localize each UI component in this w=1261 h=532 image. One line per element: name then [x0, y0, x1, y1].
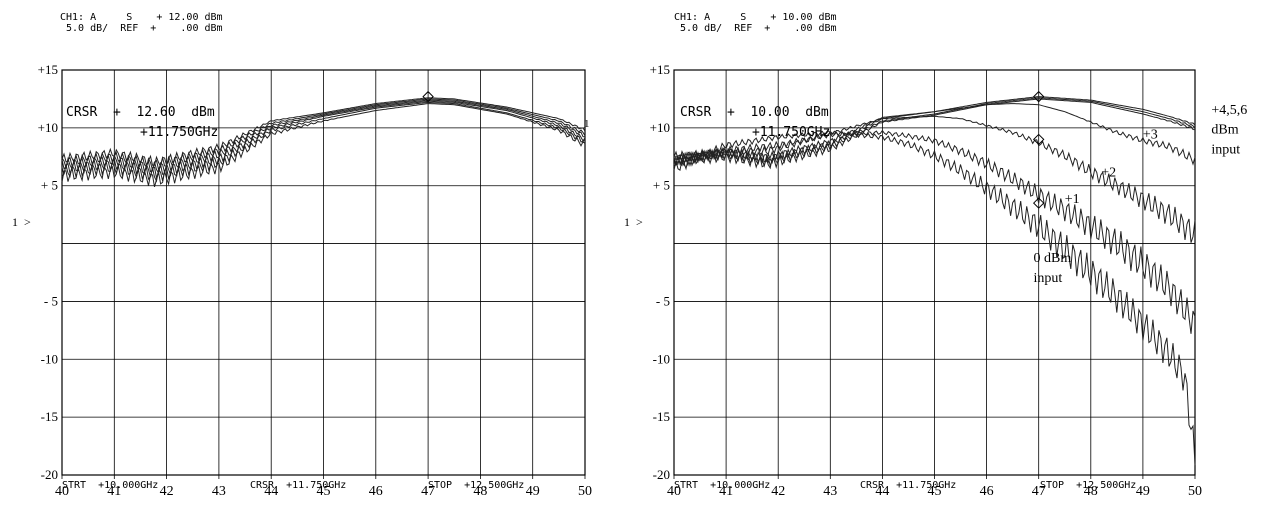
- y-tick-label: + 5: [41, 178, 58, 193]
- trace-annotation: +4,5,6: [1211, 103, 1247, 118]
- trace-annotation: 0 dBm: [1033, 251, 1071, 266]
- x-tick-label: 49: [1136, 484, 1150, 499]
- trace-end-marker: 1: [584, 118, 590, 130]
- footer-cursor-frequency: CRSR +11.750GHz: [860, 480, 956, 491]
- x-tick-label: 50: [578, 484, 592, 499]
- cursor-readout-value: CRSR + 12.60 dBm: [66, 105, 215, 120]
- cursor-readout-frequency: +11.750GHz: [752, 125, 830, 140]
- reference-marker: 1 >: [624, 215, 643, 229]
- trace-line: [673, 129, 1196, 466]
- header-line-2: 5.0 dB/ REF + .00 dBm: [674, 23, 837, 34]
- trace-line: [673, 98, 1196, 170]
- x-tick-label: 41: [107, 484, 121, 499]
- footer-start-frequency: STRT +10.000GHz: [674, 480, 770, 491]
- x-tick-label: 49: [526, 484, 540, 499]
- footer-cursor-frequency: CRSR +11.750GHz: [250, 480, 346, 491]
- cursor-marker: [422, 90, 434, 103]
- x-tick-label: 43: [212, 484, 226, 499]
- x-tick-label: 42: [160, 484, 174, 499]
- trace-line: [61, 100, 586, 180]
- y-tick-label: -10: [41, 351, 58, 366]
- x-tick-label: 47: [421, 484, 435, 499]
- y-tick-label: +15: [38, 62, 58, 77]
- trace-line: [61, 101, 586, 183]
- x-tick-label: 48: [473, 484, 487, 499]
- cursor-readout-value: CRSR + 10.00 dBm: [680, 105, 829, 120]
- y-tick-label: -20: [41, 467, 58, 482]
- y-tick-label: + 5: [653, 178, 670, 193]
- trace-line: [673, 103, 1196, 166]
- y-tick-label: -15: [41, 409, 58, 424]
- x-tick-label: 41: [719, 484, 733, 499]
- cursor-marker: [1032, 197, 1045, 209]
- y-tick-label: -15: [653, 409, 670, 424]
- trace-line: [61, 103, 586, 188]
- footer-stop-frequency: STOP +12.500GHz: [428, 480, 524, 491]
- x-tick-label: 48: [1084, 484, 1098, 499]
- trace-annotation: input: [1211, 142, 1240, 157]
- header-line-1: CH1: A S + 12.00 dBm: [60, 12, 223, 23]
- x-tick-label: 50: [1188, 484, 1202, 499]
- cursor-marker: [1032, 90, 1045, 103]
- y-tick-label: +10: [38, 120, 58, 135]
- x-tick-label: 40: [667, 484, 681, 499]
- trace-line: [673, 115, 1196, 243]
- reference-marker: 1 >: [12, 215, 31, 229]
- cursor-readout-frequency: +11.750GHz: [140, 125, 218, 140]
- footer-stop-frequency: STOP +12.500GHz: [1040, 480, 1136, 491]
- x-tick-label: 45: [317, 484, 331, 499]
- x-tick-label: 43: [823, 484, 837, 499]
- trace-annotation: +2: [1101, 165, 1116, 180]
- x-tick-label: 45: [928, 484, 942, 499]
- header-line-1: CH1: A S + 10.00 dBm: [674, 12, 837, 23]
- x-tick-label: 44: [875, 484, 889, 499]
- x-tick-label: 44: [264, 484, 278, 499]
- x-tick-label: 47: [1032, 484, 1046, 499]
- x-tick-label: 42: [771, 484, 785, 499]
- trace-annotation: +3: [1143, 127, 1158, 142]
- left-plot-area: 40 41 42 43 44 45 46 47 48 49 50 +15 +10 + 5 - 5 -10 -15…: [38, 62, 592, 499]
- y-tick-label: - 5: [656, 293, 670, 308]
- y-tick-label: +15: [650, 62, 670, 77]
- trace-line: [673, 129, 1196, 334]
- trace-line: [61, 98, 586, 172]
- footer-start-frequency: STRT +10.000GHz: [62, 480, 158, 491]
- left-analyzer-panel: CH1: A S + 12.00 dBm 5.0 dB/ REF + .00 d…: [12, 12, 592, 499]
- y-tick-label: +10: [650, 120, 670, 135]
- trace-annotation: +1: [1065, 192, 1080, 207]
- y-tick-label: - 5: [44, 293, 58, 308]
- right-plot-area: 40 41 42 43 44 45 46 47 48 49 50 +15 +10 + 5 - 5 -10 -15…: [650, 62, 1248, 499]
- y-tick-label: -10: [653, 351, 670, 366]
- x-tick-label: 46: [980, 484, 994, 499]
- trace-line: [61, 99, 586, 175]
- y-tick-label: -20: [653, 467, 670, 482]
- trace-annotation: dBm: [1211, 123, 1238, 138]
- right-analyzer-panel: CH1: A S + 10.00 dBm 5.0 dB/ REF + .00 d…: [624, 12, 1247, 499]
- header-line-2: 5.0 dB/ REF + .00 dBm: [60, 23, 223, 34]
- x-tick-label: 46: [369, 484, 383, 499]
- x-tick-label: 40: [55, 484, 69, 499]
- cursor-marker: [1032, 133, 1045, 146]
- trace-annotation: input: [1033, 271, 1062, 286]
